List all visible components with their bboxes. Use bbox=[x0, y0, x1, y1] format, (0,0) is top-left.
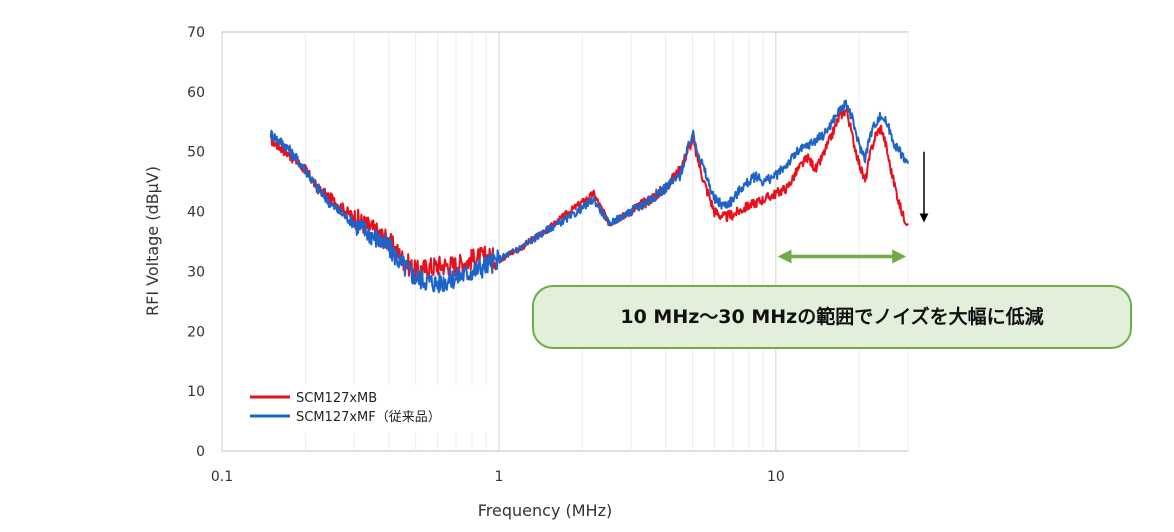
series-line-scm127xmb bbox=[270, 108, 909, 282]
y-tick-label: 50 bbox=[187, 145, 205, 161]
y-tick-label: 0 bbox=[196, 444, 205, 460]
callout-text: 10 MHz～30 MHzの範囲でノイズを大幅に低減 bbox=[620, 305, 1043, 328]
x-tick-label: 0.1 bbox=[211, 469, 233, 485]
grid bbox=[221, 32, 909, 451]
y-tick-label: 20 bbox=[187, 324, 205, 340]
x-tick-label: 10 bbox=[767, 469, 785, 485]
callout-box bbox=[532, 285, 1132, 349]
x-axis-label: Frequency (MHz) bbox=[478, 501, 612, 520]
y-tick-label: 30 bbox=[187, 264, 205, 280]
y-tick-label: 10 bbox=[187, 384, 205, 400]
y-axis-label: RFI Voltage (dBμV) bbox=[143, 166, 162, 316]
series-layer bbox=[269, 99, 909, 294]
y-tick-label: 60 bbox=[187, 85, 205, 101]
y-axis-ticks: 0 10 20 30 40 50 60 70 bbox=[187, 25, 205, 460]
x-tick-label: 1 bbox=[494, 469, 503, 485]
legend-label-scm127xmf: SCM127xMF（従来品） bbox=[296, 410, 441, 425]
legend: SCM127xMB SCM127xMF（従来品） bbox=[236, 385, 494, 433]
series-line-scm127xmf bbox=[269, 99, 909, 294]
y-tick-label: 40 bbox=[187, 205, 205, 221]
y-tick-label: 70 bbox=[187, 25, 205, 41]
x-axis-ticks: 0.1 1 10 bbox=[211, 469, 785, 485]
legend-background bbox=[236, 385, 494, 433]
legend-label-scm127xmb: SCM127xMB bbox=[296, 391, 377, 406]
